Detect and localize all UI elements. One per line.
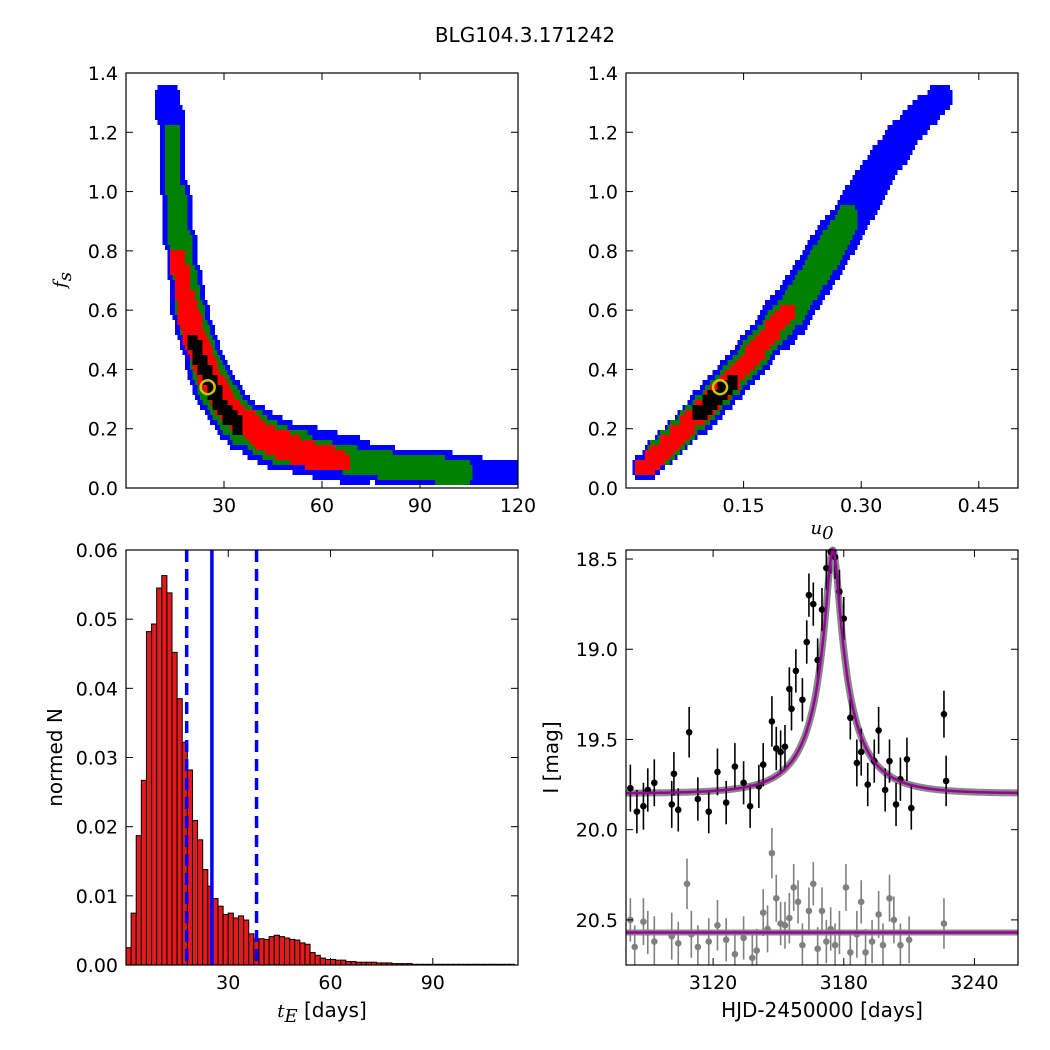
heatmap-cell-3-sigma <box>177 110 183 115</box>
heatmap-cell-3-sigma <box>177 105 183 110</box>
heatmap-cell-3-sigma <box>192 260 198 265</box>
heatmap-cell-3-sigma <box>182 180 188 185</box>
heatmap-cells <box>155 85 518 485</box>
heatmap-cell-3-sigma <box>230 375 235 380</box>
heatmap-cell-3-sigma <box>172 90 178 95</box>
heatmap-cell-3-sigma <box>172 85 178 90</box>
heatmap-cell-3-sigma <box>210 330 215 335</box>
heatmap-cell-3-sigma <box>187 225 193 230</box>
figure-title: BLG104.3.171242 <box>435 23 615 47</box>
heatmap-cell-3-sigma <box>177 120 183 125</box>
heatmap-cell-3-sigma <box>172 95 178 100</box>
heatmap-cell-3-sigma <box>215 345 220 350</box>
heatmap-cell-3-sigma <box>205 315 210 320</box>
heatmap-cell-3-sigma <box>220 355 225 360</box>
heatmap-cell-3-sigma <box>177 115 183 120</box>
heatmap-cell-3-sigma <box>200 295 205 300</box>
heatmap-cell-3-sigma <box>172 100 178 105</box>
heatmap-cell-3-sigma <box>225 365 230 370</box>
